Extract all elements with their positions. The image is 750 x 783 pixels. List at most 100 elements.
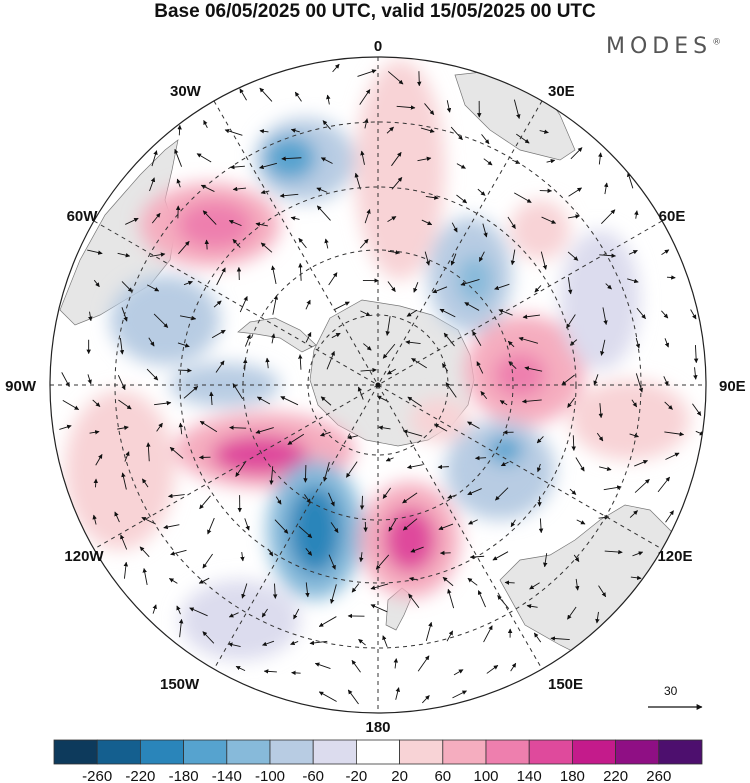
wind-vector	[146, 368, 159, 381]
wind-vector	[567, 277, 573, 295]
wind-vector	[460, 278, 480, 286]
wind-vector	[244, 518, 250, 531]
wind-vector	[385, 316, 391, 336]
wind-vector	[359, 89, 371, 105]
wind-vector	[328, 554, 336, 570]
colorbar-tick-label: -100	[255, 768, 285, 783]
wind-vector	[119, 337, 125, 355]
wind-vector	[293, 608, 300, 620]
wind-vector	[438, 523, 454, 531]
wind-vector	[93, 279, 100, 288]
wind-vector	[298, 354, 303, 370]
wind-vector	[357, 386, 364, 400]
wind-vector	[153, 313, 169, 328]
wind-vector	[402, 492, 418, 504]
wind-vector	[359, 238, 369, 249]
wind-vector	[332, 63, 340, 73]
wind-vector	[382, 343, 396, 359]
wind-vector	[260, 189, 270, 195]
wind-vector	[274, 519, 289, 534]
wind-vector	[573, 554, 580, 562]
wind-vector	[232, 383, 244, 400]
wind-vector	[378, 425, 391, 430]
wind-vector	[634, 460, 648, 467]
wind-vector	[432, 286, 448, 294]
wind-vector	[561, 374, 575, 386]
wind-vector	[603, 182, 609, 195]
wind-vector	[629, 433, 639, 438]
wind-vector	[402, 429, 423, 437]
wind-vector	[177, 342, 190, 348]
wind-vector	[567, 606, 577, 620]
wind-vector	[229, 425, 247, 430]
wind-vector	[481, 134, 490, 145]
colorbar-swatch	[53, 739, 98, 765]
wind-vector	[363, 343, 372, 351]
wind-vector	[538, 518, 544, 534]
wind-vector	[235, 461, 247, 477]
wind-vector	[483, 625, 493, 643]
wind-vector	[202, 553, 213, 569]
wind-vector	[359, 495, 365, 510]
wind-vector	[391, 177, 403, 190]
wind-vector	[598, 466, 612, 472]
wind-vector	[259, 87, 273, 102]
wind-vector	[382, 635, 388, 648]
wind-vector	[270, 265, 277, 284]
wind-vector	[417, 655, 430, 672]
wind-vector	[478, 251, 485, 262]
wind-vector	[386, 368, 396, 375]
wind-vector	[469, 554, 485, 560]
colorbar-swatch	[183, 739, 228, 765]
south-pole-marker	[375, 382, 381, 388]
wind-vector	[62, 400, 80, 410]
colorbar-tick-label: -220	[125, 768, 155, 783]
wind-vector	[482, 223, 488, 238]
wind-vector	[425, 621, 433, 641]
wind-vector	[510, 519, 516, 528]
wind-vector	[141, 516, 156, 525]
wind-vector	[139, 546, 150, 558]
colorbar-swatch	[139, 739, 184, 765]
lon-label-90w: 90W	[5, 378, 37, 395]
wind-vector	[59, 424, 72, 430]
wind-vector	[213, 300, 222, 308]
wind-vector	[516, 133, 530, 144]
wind-vector	[196, 153, 212, 163]
wind-vector	[480, 391, 488, 400]
wind-vector	[634, 478, 650, 493]
wind-vector	[452, 690, 467, 699]
wind-vector	[149, 252, 166, 257]
wind-vector	[121, 472, 127, 490]
wind-vector	[228, 612, 239, 618]
colorbar-swatch	[485, 739, 530, 765]
wind-vector	[364, 118, 369, 129]
wind-vector	[663, 376, 669, 386]
wind-vector	[439, 308, 456, 318]
wind-vector	[437, 464, 449, 470]
wind-vector	[421, 695, 430, 704]
reference-vector-label: 30	[664, 684, 678, 698]
wind-vector	[198, 577, 210, 584]
wind-vector	[395, 687, 400, 700]
wind-vector	[154, 400, 172, 406]
wind-vector	[163, 524, 180, 530]
wind-vector	[200, 184, 215, 192]
wind-vector	[387, 71, 404, 85]
wind-vector	[323, 461, 330, 482]
lon-label-30w: 30W	[170, 83, 202, 100]
wind-vector	[387, 216, 397, 223]
wind-vector	[270, 333, 276, 344]
wind-vector	[521, 399, 542, 404]
lon-label-120w: 120W	[64, 548, 104, 565]
wind-vector	[602, 307, 608, 326]
wind-vector	[626, 172, 634, 189]
wind-vector	[259, 162, 278, 170]
wind-vector	[294, 91, 302, 102]
wind-vector	[319, 431, 331, 437]
wind-vector	[168, 493, 185, 499]
wind-vector	[513, 99, 521, 119]
wind-vector	[604, 549, 623, 555]
wind-vector	[375, 554, 390, 570]
wind-vector	[316, 187, 328, 193]
